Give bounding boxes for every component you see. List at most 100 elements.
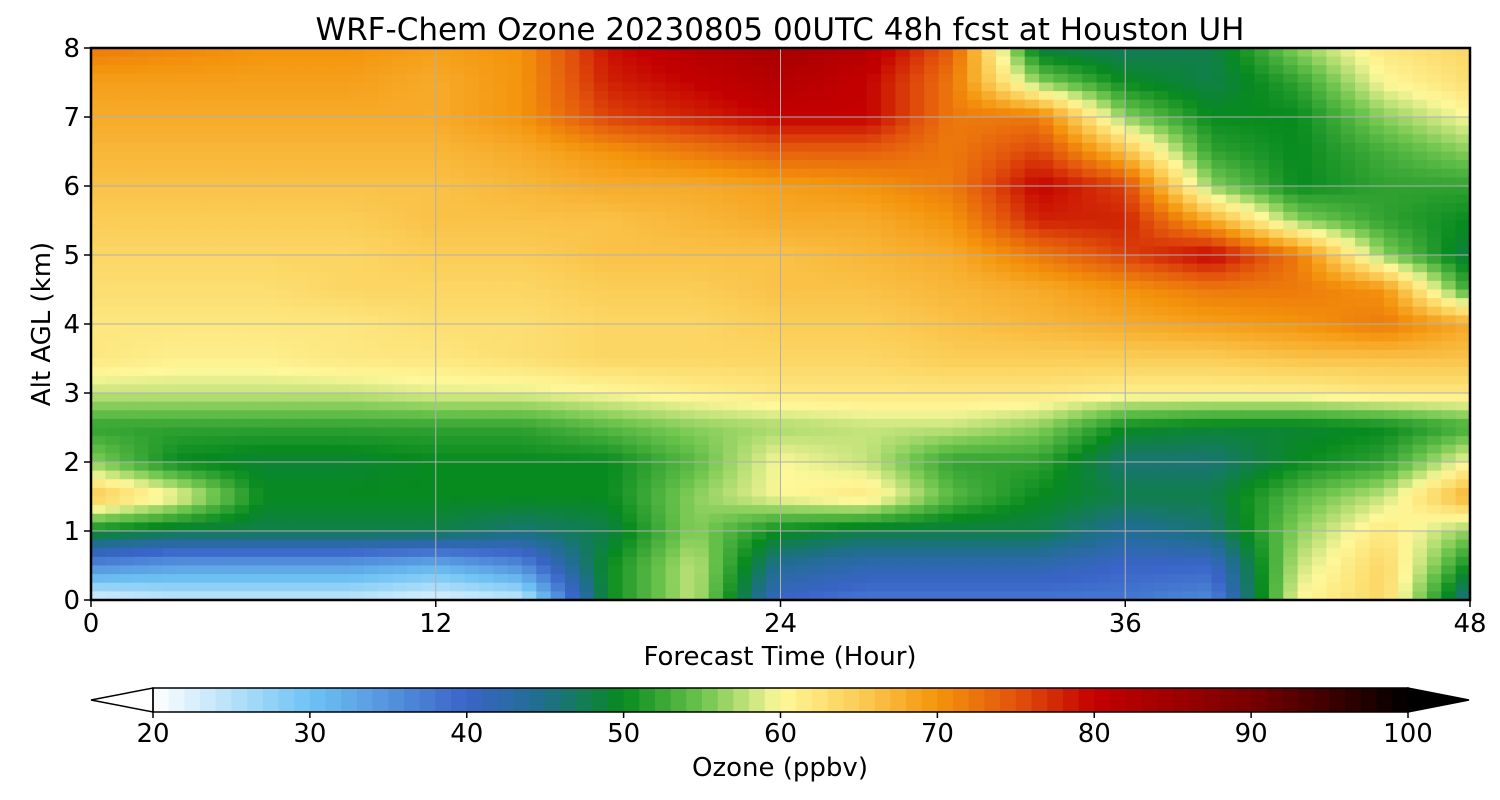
heatmap-cell xyxy=(1326,177,1342,187)
heatmap-cell xyxy=(809,470,825,480)
heatmap-cell xyxy=(694,255,710,265)
heatmap-cell xyxy=(1383,341,1399,351)
heatmap-cell xyxy=(579,487,595,498)
heatmap-cell xyxy=(1297,401,1313,411)
heatmap-cell xyxy=(191,315,207,325)
heatmap-cell xyxy=(924,255,940,265)
heatmap-cell xyxy=(335,462,351,472)
heatmap-cell xyxy=(780,462,796,472)
heatmap-cell xyxy=(1053,142,1069,153)
heatmap-cell xyxy=(1096,375,1112,385)
heatmap-cell xyxy=(277,194,293,204)
heatmap-cell xyxy=(205,160,221,170)
heatmap-cell xyxy=(162,315,178,325)
heatmap-cell xyxy=(378,341,394,351)
heatmap-cell xyxy=(162,401,178,411)
heatmap-cell xyxy=(1355,479,1371,489)
heatmap-cell xyxy=(565,229,580,239)
heatmap-cell xyxy=(1355,332,1371,342)
heatmap-cell xyxy=(1110,393,1126,403)
heatmap-cell xyxy=(464,332,480,342)
heatmap-cell xyxy=(536,298,552,308)
heatmap-cell xyxy=(1426,393,1442,403)
heatmap-cell xyxy=(1383,306,1399,316)
heatmap-cell xyxy=(981,48,997,58)
heatmap-cell xyxy=(823,56,839,66)
heatmap-cell xyxy=(995,151,1011,161)
heatmap-cell xyxy=(895,401,911,411)
heatmap-cell xyxy=(435,272,451,282)
heatmap-cell xyxy=(1455,229,1470,239)
heatmap-cell xyxy=(105,134,121,144)
heatmap-cell xyxy=(306,358,322,368)
heatmap-cell xyxy=(392,203,408,213)
heatmap-cell xyxy=(1383,427,1399,437)
heatmap-cell xyxy=(435,341,451,351)
heatmap-cell xyxy=(679,194,695,204)
heatmap-cell xyxy=(205,470,221,480)
heatmap-cell xyxy=(809,229,825,239)
heatmap-cell xyxy=(263,125,279,135)
heatmap-cell xyxy=(1053,306,1069,316)
heatmap-cell xyxy=(924,237,940,247)
heatmap-cell xyxy=(407,237,422,247)
heatmap-cell xyxy=(1039,358,1055,368)
heatmap-cell xyxy=(320,65,336,75)
heatmap-cell xyxy=(579,298,595,308)
heatmap-cell xyxy=(1283,108,1299,118)
heatmap-cell xyxy=(1153,48,1169,58)
heatmap-cell xyxy=(622,211,638,222)
heatmap-cell xyxy=(162,255,178,265)
heatmap-cell xyxy=(651,142,667,153)
heatmap-cell xyxy=(809,479,825,489)
heatmap-cell xyxy=(1426,272,1442,282)
heatmap-cell xyxy=(1455,56,1470,66)
heatmap-cell xyxy=(105,349,121,360)
heatmap-cell xyxy=(320,134,336,144)
heatmap-cell xyxy=(794,263,810,273)
heatmap-cell xyxy=(809,427,825,437)
heatmap-cell xyxy=(1326,444,1342,454)
heatmap-cell xyxy=(1110,177,1126,187)
heatmap-cell xyxy=(837,168,853,178)
heatmap-cell xyxy=(177,306,193,316)
heatmap-cell xyxy=(837,73,853,84)
heatmap-cell xyxy=(565,211,580,222)
heatmap-cell xyxy=(1383,349,1399,360)
heatmap-cell xyxy=(493,220,509,230)
heatmap-cell xyxy=(1168,367,1184,377)
heatmap-cell xyxy=(565,358,580,368)
heatmap-cell xyxy=(852,306,868,316)
heatmap-cell xyxy=(1053,220,1069,230)
heatmap-cell xyxy=(1039,401,1055,411)
heatmap-cell xyxy=(1455,255,1470,265)
heatmap-cell xyxy=(1182,324,1198,334)
heatmap-cell xyxy=(1197,211,1213,222)
heatmap-cell xyxy=(306,487,322,498)
heatmap-cell xyxy=(349,315,365,325)
heatmap-cell xyxy=(679,358,695,368)
heatmap-cell xyxy=(651,298,667,308)
heatmap-cell xyxy=(1024,462,1040,472)
heatmap-cell xyxy=(407,306,422,316)
heatmap-cell xyxy=(205,255,221,265)
heatmap-cell xyxy=(292,401,308,411)
heatmap-cell xyxy=(1010,56,1026,66)
heatmap-cell xyxy=(421,375,437,385)
heatmap-cell xyxy=(737,298,753,308)
heatmap-cell xyxy=(1412,462,1428,472)
heatmap-cell xyxy=(995,298,1011,308)
heatmap-cell xyxy=(148,280,164,291)
heatmap-cell xyxy=(909,48,925,58)
heatmap-cell xyxy=(263,65,279,75)
heatmap-cell xyxy=(550,324,566,334)
heatmap-cell xyxy=(1297,73,1313,84)
heatmap-cell xyxy=(1426,375,1442,385)
heatmap-cell xyxy=(1039,393,1055,403)
heatmap-cell xyxy=(205,315,221,325)
heatmap-cell xyxy=(593,65,609,75)
heatmap-cell xyxy=(392,315,408,325)
heatmap-cell xyxy=(1067,401,1083,411)
heatmap-cell xyxy=(464,142,480,153)
heatmap-cell xyxy=(349,246,365,256)
